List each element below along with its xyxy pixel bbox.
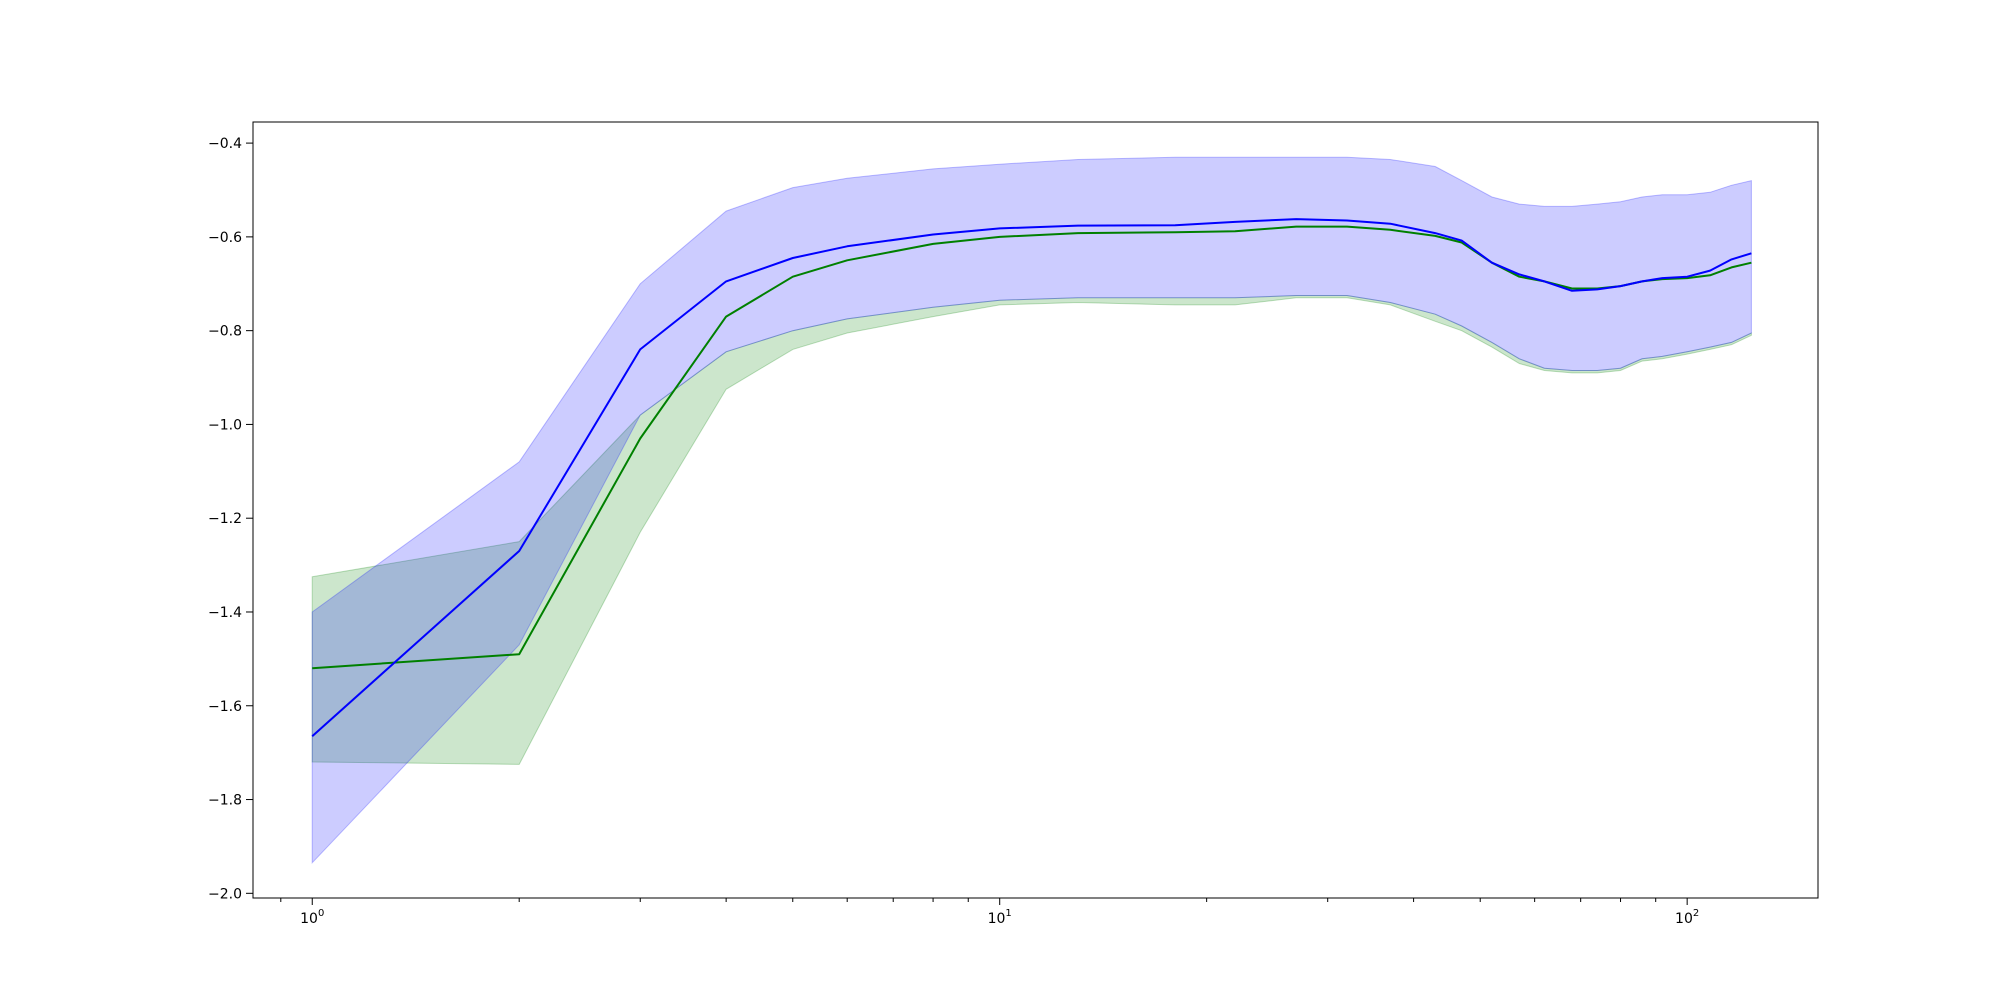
line-series-2 <box>311 218 1752 737</box>
y-tick-label: −0.8 <box>208 324 242 340</box>
band-series-2 <box>311 156 1752 865</box>
y-axis: −0.4 −0.6 −0.8 −1.0 −1.2 −1.4 −1.6 −1.8 −2.0 <box>208 136 253 902</box>
y-tick-label: −0.4 <box>208 136 242 152</box>
band-series-1 <box>311 295 1752 765</box>
y-tick-label: −1.2 <box>208 511 242 527</box>
x-tick-label: 101 <box>988 908 1012 927</box>
y-tick-label: −1.4 <box>208 605 242 621</box>
y-tick-label: −0.6 <box>208 230 242 246</box>
plot-frame <box>252 121 1819 899</box>
x-axis: 100 101 102 <box>280 898 1699 927</box>
y-tick-label: −1.8 <box>208 793 242 809</box>
x-tick-label: 102 <box>1675 908 1699 927</box>
y-tick-label: −1.0 <box>208 417 242 433</box>
y-tick-label: −1.6 <box>208 699 242 715</box>
x-tick-label: 100 <box>300 908 324 927</box>
confidence-bands <box>311 156 1752 865</box>
series-lines <box>311 218 1752 737</box>
y-tick-label: −2.0 <box>208 886 242 902</box>
